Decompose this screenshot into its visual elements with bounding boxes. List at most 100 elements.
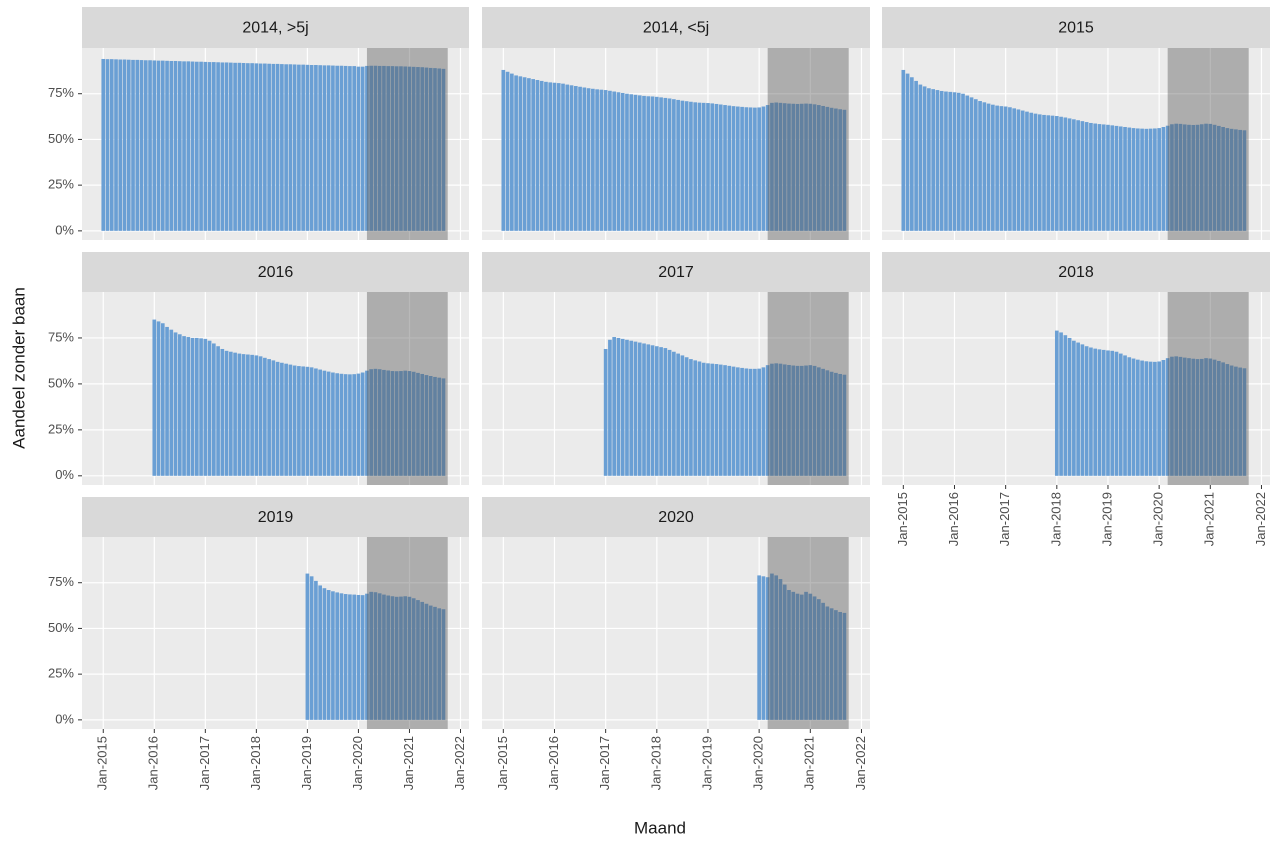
bar	[761, 106, 766, 231]
bar	[212, 343, 216, 476]
bar	[420, 373, 425, 476]
bar	[297, 366, 301, 476]
bar	[1016, 109, 1021, 231]
strip	[482, 497, 870, 537]
bar	[1025, 111, 1029, 231]
bar	[305, 64, 310, 231]
bar	[770, 363, 774, 476]
bar	[190, 61, 195, 231]
bar	[1072, 340, 1076, 476]
bar	[1118, 126, 1123, 231]
bar	[804, 591, 808, 720]
bar	[727, 105, 732, 231]
bar	[1234, 129, 1238, 231]
bar	[365, 65, 369, 231]
bar	[991, 104, 995, 231]
bar	[770, 573, 774, 720]
bar	[501, 69, 506, 231]
bar	[1076, 120, 1080, 231]
bar	[292, 64, 297, 231]
bar	[394, 66, 399, 231]
bar	[1161, 126, 1166, 231]
bar	[441, 609, 446, 720]
bar	[1225, 128, 1230, 231]
bar	[778, 102, 783, 231]
bar	[118, 59, 123, 231]
bar	[203, 338, 208, 476]
bar	[1118, 353, 1123, 476]
bar	[1135, 359, 1140, 476]
bar	[1199, 358, 1204, 476]
bar	[603, 90, 608, 231]
bar	[233, 62, 237, 231]
y-tick-label: 75%	[48, 85, 74, 100]
bar	[633, 341, 638, 476]
bar	[186, 61, 191, 231]
bar	[369, 369, 374, 476]
bar	[808, 593, 813, 720]
bar	[1182, 124, 1187, 231]
bar	[689, 101, 693, 231]
bar	[199, 338, 203, 476]
bar	[842, 374, 847, 476]
bar	[927, 88, 931, 231]
bar	[152, 319, 157, 476]
bar	[224, 62, 229, 231]
bar	[156, 321, 161, 476]
bar	[787, 103, 791, 231]
bar	[237, 62, 242, 231]
bar	[795, 593, 800, 720]
x-tick-label: Jan-2017	[997, 492, 1012, 546]
bar	[663, 348, 668, 476]
bar	[1144, 361, 1149, 476]
bar	[224, 350, 229, 476]
bar	[343, 594, 348, 720]
bar	[182, 61, 186, 231]
bar	[1157, 128, 1161, 231]
bar	[748, 368, 753, 476]
bar	[390, 66, 395, 231]
bar	[667, 98, 672, 231]
bar	[424, 603, 429, 720]
shaded-period	[767, 537, 849, 729]
bar	[428, 376, 433, 476]
bar	[706, 103, 710, 231]
bar	[817, 105, 821, 231]
bar	[420, 601, 425, 720]
bar	[301, 64, 305, 231]
bar	[1221, 126, 1225, 231]
bar	[770, 102, 774, 231]
shaded-period	[767, 48, 849, 240]
bar	[165, 60, 169, 231]
bar	[297, 64, 301, 231]
strip	[882, 7, 1270, 48]
bar	[1123, 126, 1127, 231]
bar	[642, 95, 646, 231]
bar	[360, 372, 365, 476]
y-tick-label: 0%	[55, 222, 74, 237]
x-axis-title: Maand	[634, 818, 686, 837]
bar	[740, 106, 744, 231]
bar	[331, 65, 335, 231]
bar	[787, 590, 791, 720]
bar	[284, 363, 288, 476]
bar	[254, 355, 259, 476]
bar	[318, 585, 322, 720]
bar	[799, 365, 804, 476]
bar	[441, 68, 446, 231]
bar	[565, 84, 570, 231]
bar	[1153, 361, 1157, 476]
shaded-period	[1167, 48, 1249, 240]
bar	[1101, 124, 1106, 231]
bar	[416, 67, 420, 231]
bar	[437, 377, 442, 476]
bar	[246, 63, 250, 231]
bar	[842, 109, 847, 231]
x-tick-label: Jan-2020	[1151, 492, 1166, 546]
bar	[212, 62, 216, 231]
bar	[787, 364, 791, 476]
bar	[1174, 356, 1179, 476]
bar	[182, 336, 186, 476]
bar	[901, 69, 906, 231]
bar	[795, 103, 800, 231]
